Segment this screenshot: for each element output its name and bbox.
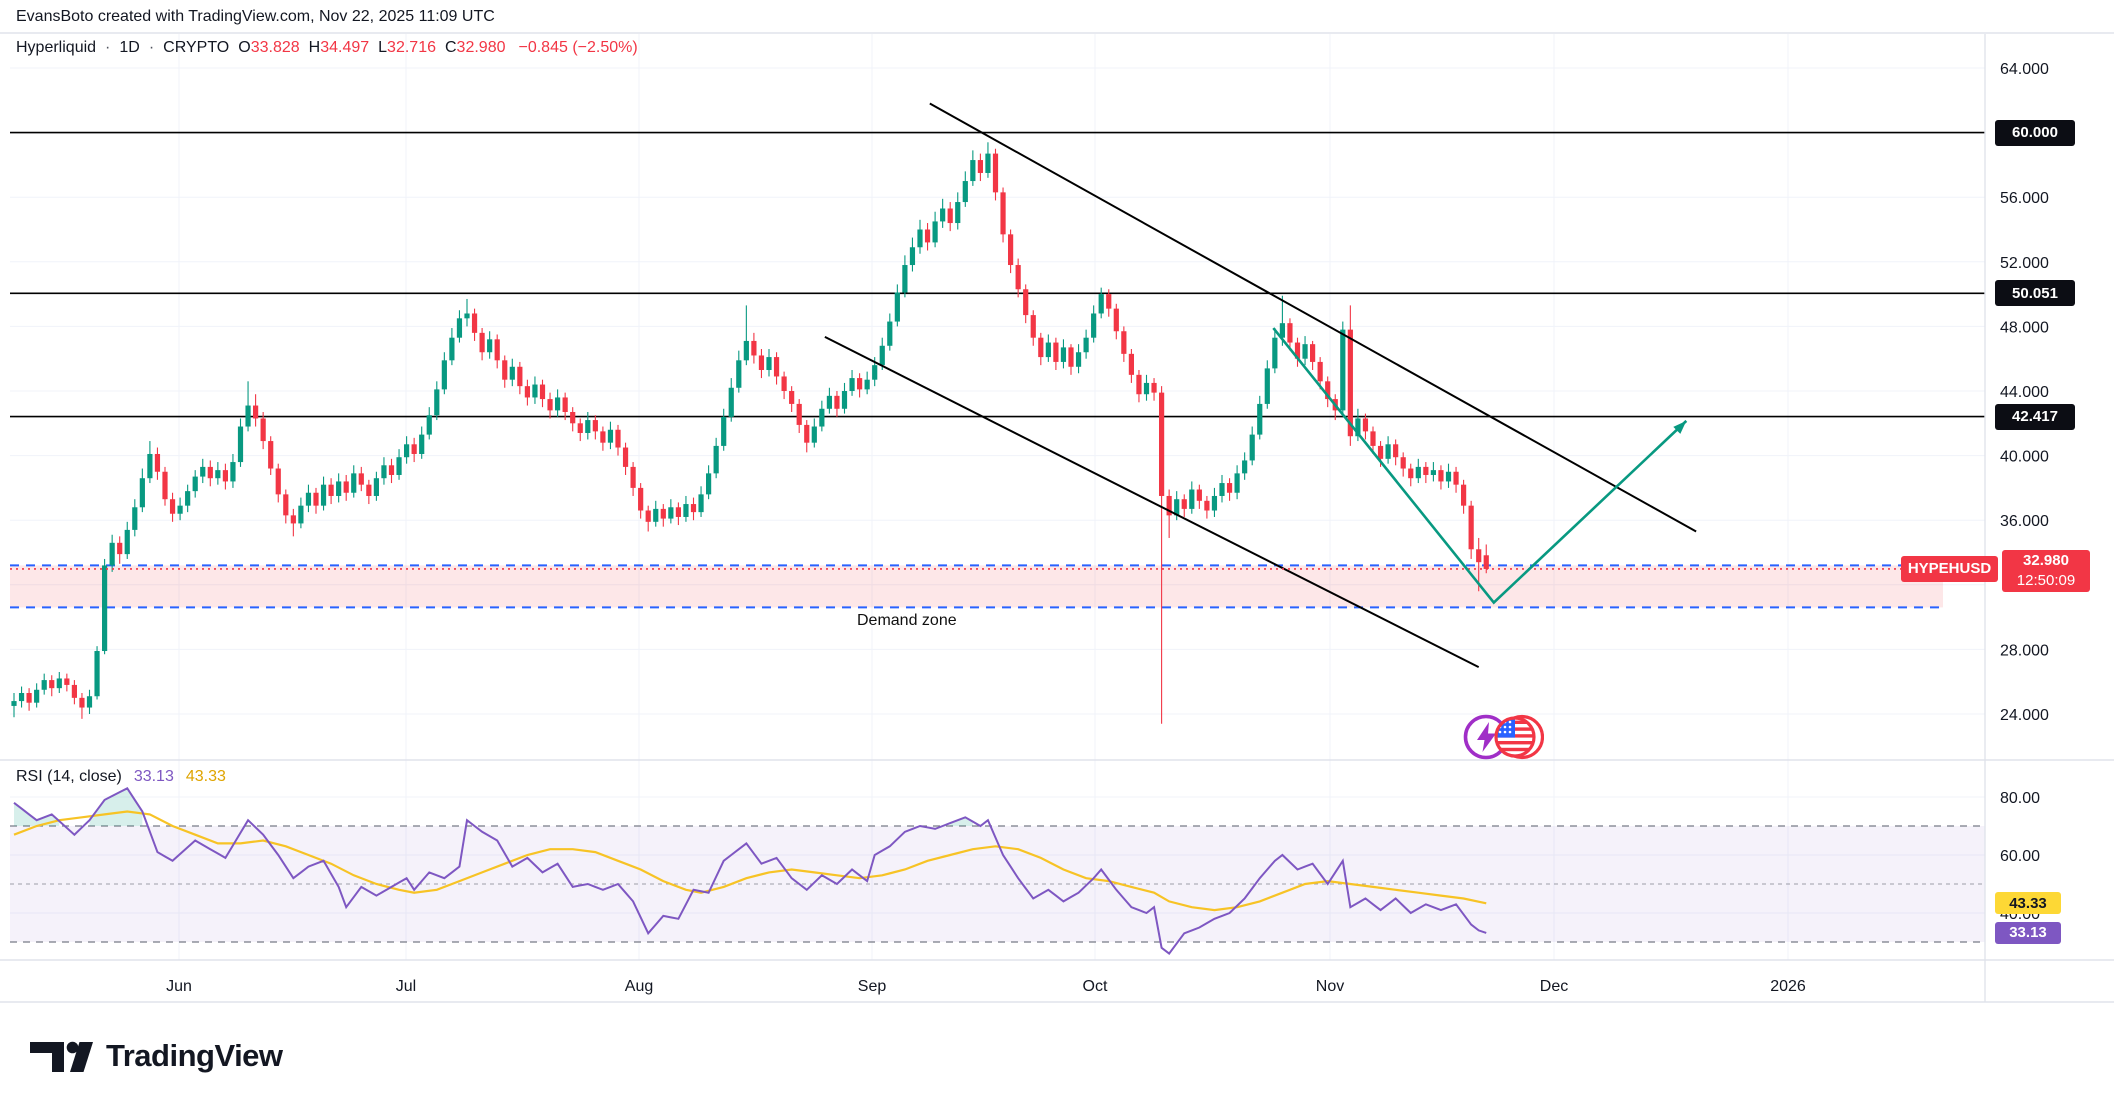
rsi-line bbox=[13, 786, 1487, 956]
svg-text:36.000: 36.000 bbox=[2000, 513, 2049, 530]
rsi-ma-line bbox=[13, 810, 1487, 912]
svg-text:44.000: 44.000 bbox=[2000, 384, 2049, 401]
attribution-title: EvansBoto created with TradingView.com, … bbox=[16, 8, 495, 25]
rsi-ma-badge: 43.33 bbox=[1995, 892, 2061, 915]
svg-text:52.000: 52.000 bbox=[2000, 255, 2049, 272]
ohlc-high: H34.497 bbox=[308, 39, 370, 56]
svg-text:24.000: 24.000 bbox=[2000, 707, 2049, 724]
grid bbox=[10, 34, 1985, 960]
legend-separator: · bbox=[105, 39, 111, 56]
price-level-badge: 42.417 bbox=[1995, 403, 2075, 430]
demand-zone-label: Demand zone bbox=[857, 612, 957, 629]
ohlc-low: L32.716 bbox=[378, 39, 436, 56]
rsi-title: RSI (14, close) bbox=[16, 768, 122, 785]
svg-text:56.000: 56.000 bbox=[2000, 190, 2049, 207]
price-level-badge: 50.051 bbox=[1995, 280, 2075, 307]
trendlines bbox=[824, 102, 1697, 669]
symbol-price-flag: HYPEHUSD bbox=[1901, 555, 1998, 582]
svg-text:Oct: Oct bbox=[1083, 978, 1108, 995]
svg-text:Sep: Sep bbox=[858, 978, 887, 995]
pair-logo-icons bbox=[1463, 714, 1544, 760]
svg-text:80.00: 80.00 bbox=[2000, 790, 2040, 807]
svg-text:64.000: 64.000 bbox=[2000, 61, 2049, 78]
pane-separators bbox=[0, 32, 2114, 1003]
price-level-badge: 60.000 bbox=[1995, 119, 2075, 146]
svg-text:48.000: 48.000 bbox=[2000, 319, 2049, 336]
svg-text:Nov: Nov bbox=[1316, 978, 1344, 995]
svg-text:40.000: 40.000 bbox=[2000, 449, 2049, 466]
demand-zone bbox=[10, 564, 1943, 609]
market-label: CRYPTO bbox=[163, 39, 230, 56]
ohlc-close: C32.980 bbox=[444, 39, 506, 56]
svg-text:Aug: Aug bbox=[625, 978, 653, 995]
legend-separator: · bbox=[148, 39, 155, 56]
svg-text:60.00: 60.00 bbox=[2000, 848, 2040, 865]
price-level-lines bbox=[10, 131, 1985, 418]
svg-text:2026: 2026 bbox=[1770, 978, 1806, 995]
ohlc-open: O33.828 bbox=[238, 39, 300, 56]
svg-text:28.000: 28.000 bbox=[2000, 642, 2049, 659]
tradingview-logo-icon bbox=[30, 1041, 93, 1072]
rsi-pane bbox=[10, 786, 1985, 956]
interval-label: 1D bbox=[119, 39, 140, 56]
svg-text:Jul: Jul bbox=[396, 978, 416, 995]
last-price-countdown-badge: 32.980 12:50:09 bbox=[2002, 549, 2090, 592]
svg-text:Jun: Jun bbox=[166, 978, 192, 995]
rsi-indicator-legend[interactable]: RSI (14, close) 33.13 43.33 bbox=[16, 768, 226, 786]
upper-descending-trendline bbox=[929, 102, 1697, 533]
tradingview-logo[interactable]: TradingView bbox=[30, 1036, 283, 1076]
time-axis[interactable]: Jun Jul Aug Sep Oct Nov Dec 2026 bbox=[166, 978, 1806, 995]
tradingview-logo-text: TradingView bbox=[106, 1038, 283, 1073]
price-axis[interactable]: 64.000 56.000 52.000 48.000 44.000 40.000 36.0… bbox=[2000, 61, 2049, 923]
svg-text:Dec: Dec bbox=[1540, 978, 1568, 995]
us-flag-icon bbox=[1494, 714, 1544, 760]
candlestick-series bbox=[11, 142, 1489, 724]
projection-arrow bbox=[1272, 327, 1688, 605]
change-readout: −0.845 (−2.50%) bbox=[518, 39, 638, 56]
lower-descending-trendline bbox=[824, 336, 1480, 669]
rsi-value: 33.13 bbox=[133, 768, 174, 785]
rsi-ma-value: 43.33 bbox=[185, 768, 226, 785]
rsi-value-badge: 33.13 bbox=[1995, 921, 2061, 944]
symbol-name: Hyperliquid bbox=[16, 39, 97, 56]
symbol-legend[interactable]: Hyperliquid · 1D · CRYPTO O33.828 H34.49… bbox=[16, 39, 638, 57]
